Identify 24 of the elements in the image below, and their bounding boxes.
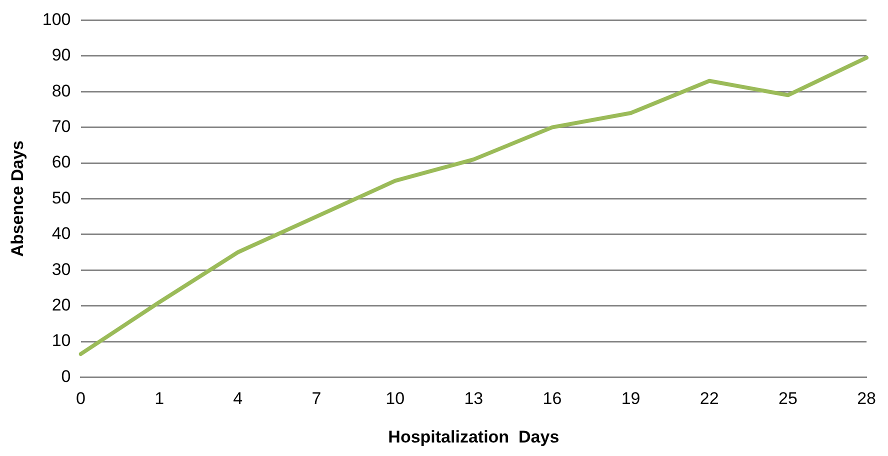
y-tick-label: 70 <box>52 116 71 136</box>
y-tick-label: 50 <box>52 188 71 208</box>
y-tick-label: 60 <box>52 152 71 172</box>
x-tick-label: 7 <box>312 389 322 408</box>
y-tick-label: 10 <box>52 331 71 350</box>
y-tick-label: 0 <box>61 366 71 386</box>
x-tick-label: 28 <box>857 389 876 408</box>
x-tick-label: 10 <box>386 389 405 408</box>
y-tick-label: 30 <box>52 260 71 279</box>
x-axis-title: Hospitalization Days <box>388 427 560 446</box>
y-tick-label: 40 <box>52 224 71 244</box>
y-axis-title: Absence Days <box>8 140 27 257</box>
x-tick-label: 4 <box>233 389 243 408</box>
y-tick-label: 80 <box>52 81 71 100</box>
x-tick-label: 22 <box>700 389 719 408</box>
y-tick-label: 100 <box>42 10 71 29</box>
x-tick-label: 0 <box>76 389 86 408</box>
y-tick-label: 90 <box>52 46 71 65</box>
x-tick-label: 13 <box>464 389 484 408</box>
x-tick-label: 25 <box>778 389 798 408</box>
x-tick-label: 1 <box>154 389 164 408</box>
x-tick-label: 19 <box>621 389 640 408</box>
y-tick-label: 20 <box>52 295 71 314</box>
x-tick-label: 16 <box>542 389 562 408</box>
